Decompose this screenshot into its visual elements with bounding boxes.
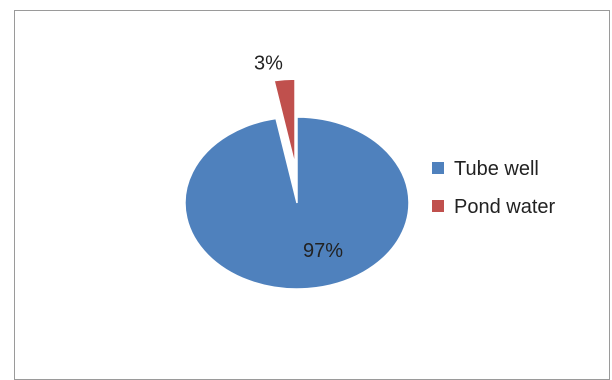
data-label-pond-water: 3% (254, 53, 283, 75)
data-label-tube-well: 97% (303, 240, 343, 262)
pie-data-labels: 97% 3% (254, 53, 343, 262)
legend-label-pond-water: Pond water (454, 196, 556, 218)
pie-slice-tube-well (184, 116, 410, 290)
legend-swatch-tube-well (432, 162, 444, 174)
legend-swatch-pond-water (432, 200, 444, 212)
pie-slice-pond-water (273, 78, 296, 166)
chart-legend: Tube well Pond water (432, 158, 556, 218)
legend-label-tube-well: Tube well (454, 158, 539, 180)
pie-slices (184, 78, 410, 290)
